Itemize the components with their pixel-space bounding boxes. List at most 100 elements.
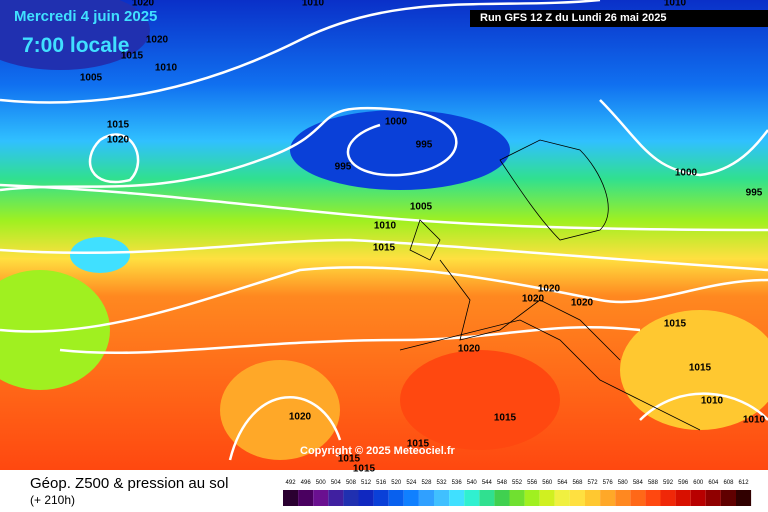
isobar-label: 1020: [538, 284, 561, 295]
coast: [439, 259, 621, 361]
isobar-label: 1010: [743, 415, 766, 426]
legend-swatch: [358, 490, 374, 506]
isobar-label: 1000: [385, 117, 408, 128]
legend-value: 516: [376, 480, 387, 486]
coast: [399, 319, 701, 431]
isobar-label: 1015: [689, 363, 712, 374]
legend-swatch: [660, 490, 676, 506]
isobar-label: 1015: [338, 454, 361, 465]
isobar-label: 1010: [302, 0, 325, 9]
legend-value: 552: [512, 480, 523, 486]
isobar-label: 1020: [522, 294, 545, 305]
isobar: [59, 325, 641, 355]
coast: [409, 219, 441, 261]
legend-swatch: [449, 490, 465, 506]
legend-value: 576: [603, 480, 614, 486]
coastlines: [399, 139, 701, 431]
legend-swatch: [464, 490, 480, 506]
low-core: [290, 110, 510, 190]
legend-value: 496: [301, 480, 312, 486]
isobar-label: 995: [746, 188, 763, 199]
lead-time: (+ 210h): [30, 493, 75, 507]
isobar: [0, 266, 768, 333]
legend-value: 500: [316, 480, 327, 486]
legend-value: 492: [286, 480, 297, 486]
legend-swatch: [313, 490, 329, 506]
legend-swatch: [675, 490, 691, 506]
legend: 492 496 500 504 508 512 516 520 524 528 532 536 540 5…: [283, 480, 752, 506]
isobar-label: 995: [416, 140, 433, 151]
isobar-label: 1020: [571, 298, 594, 309]
legend-swatch: [569, 490, 585, 506]
legend-swatch: [343, 490, 359, 506]
legend-value: 560: [542, 480, 553, 486]
isobar-label: 1015: [121, 51, 144, 62]
copyright: Copyright © 2025 Meteociel.fr: [300, 445, 456, 457]
isobar-label: 1015: [494, 413, 517, 424]
run-box: [470, 10, 768, 27]
legend-swatch: [645, 490, 661, 506]
legend-value: 556: [527, 480, 538, 486]
legend-value: 512: [361, 480, 372, 486]
low-core: [0, 0, 150, 70]
run-label: Run GFS 12 Z du Lundi 26 mai 2025: [480, 12, 666, 24]
isobar: [639, 392, 768, 421]
legend-swatch: [434, 490, 450, 506]
legend-value: 592: [663, 480, 674, 486]
isobar: [0, 0, 601, 104]
legend-value: 564: [557, 480, 568, 486]
isobar: [599, 99, 768, 177]
blob: [220, 360, 340, 460]
legend-value: 540: [467, 480, 478, 486]
isobar: [0, 238, 768, 272]
coast: [499, 139, 609, 241]
isobar-label: 1020: [458, 344, 481, 355]
legend-value: 536: [452, 480, 463, 486]
isobar: [88, 133, 140, 184]
legend-swatch: [298, 490, 314, 506]
legend-value: 568: [572, 480, 583, 486]
legend-value: 532: [437, 480, 448, 486]
isobars: [0, 0, 768, 460]
isobar-label: 1015: [353, 464, 376, 475]
isobar-label: 1020: [289, 412, 312, 423]
legend-value: 596: [678, 480, 689, 486]
legend-value: 520: [391, 480, 402, 486]
isobar-label: 1020: [146, 35, 169, 46]
isobar-label: 1010: [155, 63, 178, 74]
legend-swatch: [554, 490, 570, 506]
date-label: Mercredi 4 juin 2025: [14, 8, 157, 25]
time-label: 7:00 locale: [22, 34, 129, 57]
isobar-labels: 1010102010201015101010051015102010009959…: [80, 0, 766, 475]
isobar: [0, 106, 458, 192]
blob: [400, 350, 560, 450]
legend-swatch: [418, 490, 434, 506]
legend-swatch: [630, 490, 646, 506]
isobar-label: 1000: [675, 168, 698, 179]
isobar-label: 1005: [80, 73, 103, 84]
footer-title: Géop. Z500 & pression au sol: [30, 475, 228, 492]
legend-swatch: [388, 490, 404, 506]
blob: [620, 310, 768, 430]
legend-value: 524: [406, 480, 417, 486]
legend-value: 608: [723, 480, 734, 486]
isobar-label: 1015: [373, 243, 396, 254]
legend-value: 604: [708, 480, 719, 486]
blob: [70, 237, 130, 273]
legend-swatch: [585, 490, 601, 506]
isobar-label: 1015: [107, 120, 130, 131]
isobar-label: 995: [335, 162, 352, 173]
isobar-label: 1010: [701, 396, 724, 407]
legend-value: 504: [331, 480, 342, 486]
legend-value: 508: [346, 480, 357, 486]
legend-value: 528: [421, 480, 432, 486]
legend-swatch: [600, 490, 616, 506]
isobar: [228, 395, 342, 461]
legend-swatch: [705, 490, 721, 506]
legend-value: 572: [588, 480, 599, 486]
legend-value: 612: [739, 480, 750, 486]
isobar-label: 1020: [107, 135, 130, 146]
isobar-label: 1015: [664, 319, 687, 330]
